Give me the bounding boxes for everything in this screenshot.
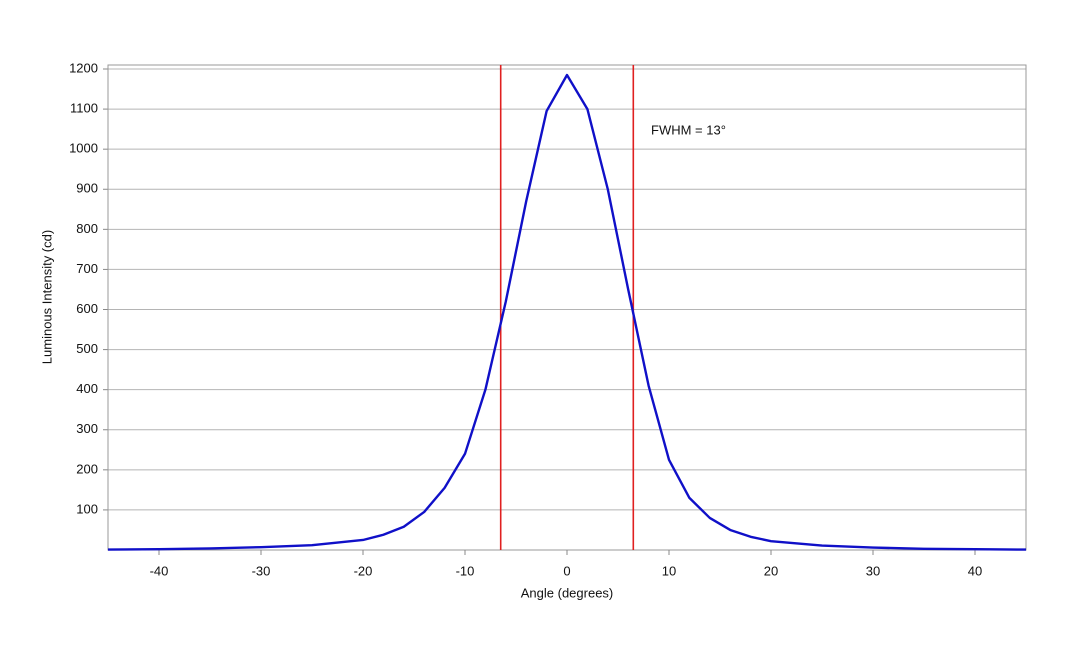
- x-tick-label: 10: [662, 563, 676, 578]
- y-tick-label: 300: [76, 421, 98, 436]
- x-tick-label: 40: [968, 563, 982, 578]
- x-tick-label: -10: [456, 563, 475, 578]
- x-tick-label: 0: [563, 563, 570, 578]
- y-tick-label: 1000: [69, 141, 98, 156]
- annotation: FWHM = 13°: [651, 122, 726, 137]
- data-line: [107, 73, 1027, 551]
- x-axis-label: Angle (degrees): [521, 585, 614, 600]
- y-tick-label: 800: [76, 221, 98, 236]
- y-tick-label: 1100: [70, 101, 98, 116]
- y-tick-label: 900: [76, 181, 98, 196]
- x-tick-label: 30: [866, 563, 880, 578]
- y-tick-label: 600: [76, 301, 98, 316]
- y-axis-label: Luminous Intensity (cd): [39, 230, 54, 364]
- x-tick-label: 20: [764, 563, 778, 578]
- x-tick-label: -30: [252, 563, 271, 578]
- y-tick-label: 400: [76, 381, 98, 396]
- y-tick-label: 700: [76, 261, 98, 276]
- y-tick-label: 200: [76, 461, 98, 476]
- y-tick-label: 100: [76, 501, 98, 516]
- plot-border: [107, 64, 1027, 551]
- y-tick-label: 1200: [69, 60, 98, 75]
- x-tick-label: -40: [150, 563, 169, 578]
- x-tick-label: -20: [354, 563, 373, 578]
- y-tick-label: 500: [76, 341, 98, 356]
